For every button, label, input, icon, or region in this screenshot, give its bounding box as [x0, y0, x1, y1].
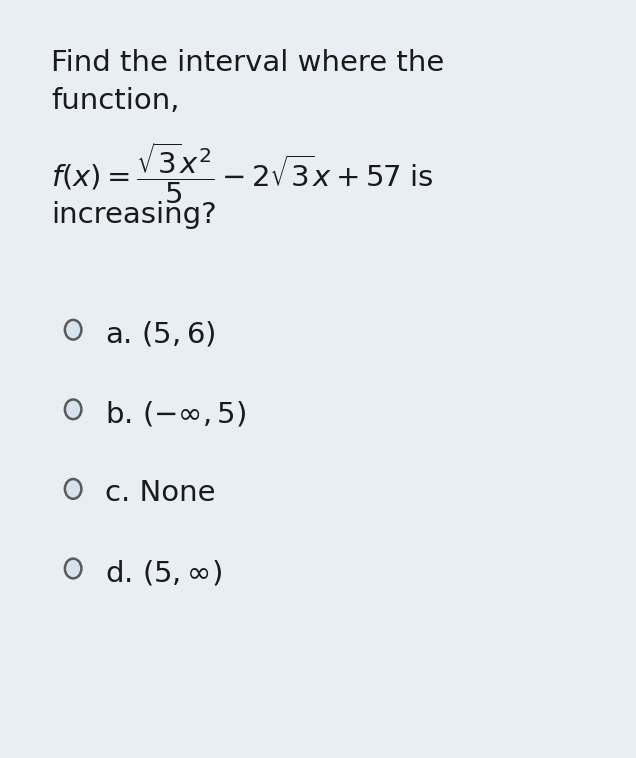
Text: b. $(-\infty, 5)$: b. $(-\infty, 5)$ — [105, 399, 246, 428]
Circle shape — [65, 479, 81, 499]
Circle shape — [65, 559, 81, 578]
Text: increasing?: increasing? — [51, 201, 216, 229]
Text: $f(x) = \dfrac{\sqrt{3}x^2}{5} - 2\sqrt{3}x + 57$ is: $f(x) = \dfrac{\sqrt{3}x^2}{5} - 2\sqrt{… — [51, 140, 434, 206]
Circle shape — [65, 399, 81, 419]
Text: c. None: c. None — [105, 479, 216, 507]
Text: Find the interval where the: Find the interval where the — [51, 49, 444, 77]
Text: function,: function, — [51, 87, 179, 115]
Circle shape — [65, 320, 81, 340]
Text: d. $(5, \infty)$: d. $(5, \infty)$ — [105, 559, 222, 587]
Text: a. $(5, 6)$: a. $(5, 6)$ — [105, 320, 216, 349]
